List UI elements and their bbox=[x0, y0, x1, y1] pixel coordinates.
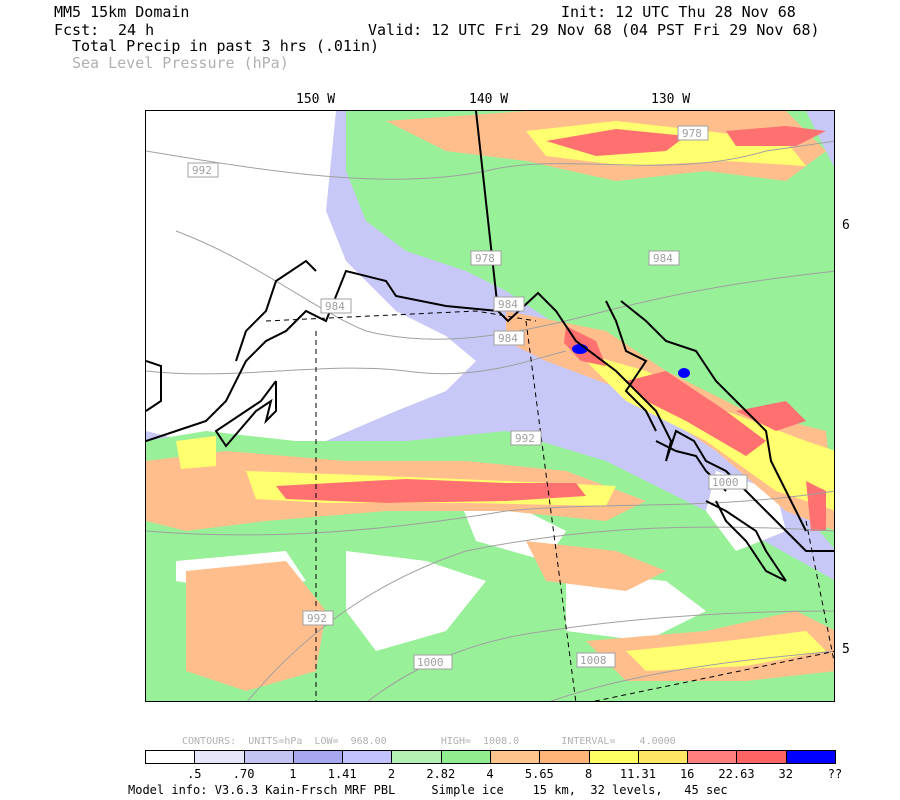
legend-swatch bbox=[687, 750, 738, 764]
legend-label: 16 bbox=[679, 767, 695, 781]
lon-label-140w: 140 W bbox=[469, 92, 509, 107]
color-legend bbox=[145, 750, 836, 764]
isobar-label: 984 bbox=[493, 296, 525, 312]
legend-label: 11.31 bbox=[619, 767, 656, 781]
isobar-label: 1008 bbox=[576, 652, 616, 668]
isobar-label: 978 bbox=[677, 125, 709, 141]
isobar-label: 978 bbox=[470, 250, 502, 266]
legend-swatch bbox=[736, 750, 787, 764]
legend-label: 22.63 bbox=[718, 767, 755, 781]
legend-label: .70 bbox=[232, 767, 255, 781]
isobar-label-text: 978 bbox=[682, 127, 702, 140]
precip-map[interactable]: 992 978 978 984 984 984 984 992 bbox=[145, 110, 835, 702]
lon-label-130w: 130 W bbox=[651, 92, 691, 107]
legend-label: 5.65 bbox=[524, 767, 554, 781]
legend-swatch bbox=[145, 750, 196, 764]
isobar-label-text: 992 bbox=[192, 164, 212, 177]
isobar-label-text: 992 bbox=[307, 612, 327, 625]
legend-label: 4 bbox=[486, 767, 494, 781]
isobar-label-text: 1000 bbox=[417, 656, 444, 669]
lat-label-50: 5 bbox=[842, 642, 850, 657]
legend-swatch bbox=[785, 750, 836, 764]
isobar-label-text: 984 bbox=[498, 332, 518, 345]
graticule bbox=[265, 310, 834, 701]
legend-label: 2.82 bbox=[426, 767, 456, 781]
isobar-label: 984 bbox=[320, 298, 352, 314]
isobar-label-group: 992 978 978 984 984 984 984 992 bbox=[187, 125, 748, 670]
legend-swatch bbox=[539, 750, 590, 764]
isobar-label-text: 984 bbox=[498, 298, 518, 311]
isobar-label-text: 984 bbox=[325, 300, 345, 313]
legend-label: 32 bbox=[778, 767, 793, 781]
lat-label-60: 6 bbox=[842, 218, 850, 233]
legend-label: 2 bbox=[387, 767, 396, 781]
isobar-label-text: 1008 bbox=[580, 654, 607, 667]
isobar-label: 1000 bbox=[708, 474, 748, 490]
isobar-label-text: 984 bbox=[653, 252, 673, 265]
field-precip: Total Precip in past 3 hrs (.01in) bbox=[72, 37, 380, 55]
isobar-label: 1000 bbox=[413, 654, 453, 670]
legend-label: 1.41 bbox=[327, 767, 357, 781]
map-canvas: 992 978 978 984 984 984 984 992 bbox=[146, 111, 834, 701]
legend-label: 8 bbox=[584, 767, 593, 781]
legend-swatch bbox=[490, 750, 541, 764]
forecast-value: 24 h bbox=[118, 21, 155, 39]
model-info: Model info: V3.6.3 Kain-Frsch MRF PBL Si… bbox=[128, 783, 728, 797]
isobar-label: 984 bbox=[648, 250, 680, 266]
isobar-label-text: 1000 bbox=[712, 476, 739, 489]
legend-swatch bbox=[391, 750, 442, 764]
isobars bbox=[146, 140, 834, 701]
legend-swatch bbox=[342, 750, 393, 764]
legend-label: 1 bbox=[289, 767, 297, 781]
lon-label-150w: 150 W bbox=[296, 92, 336, 107]
legend-swatch bbox=[243, 750, 294, 764]
legend-swatch bbox=[440, 750, 491, 764]
valid-time: Valid: 12 UTC Fri 29 Nov 68 (04 PST Fri … bbox=[368, 21, 820, 39]
field-slp: Sea Level Pressure (hPa) bbox=[72, 54, 289, 72]
forecast-label: Fcst: bbox=[54, 21, 100, 39]
legend-swatch bbox=[637, 750, 689, 764]
isobar-label-text: 992 bbox=[515, 432, 535, 445]
isobar-label: 992 bbox=[510, 430, 542, 446]
legend-label: ?? bbox=[827, 767, 843, 781]
isobar-label: 984 bbox=[493, 330, 525, 346]
isobar-label: 992 bbox=[187, 162, 219, 178]
legend-swatch bbox=[194, 750, 245, 764]
legend-label: .5 bbox=[187, 767, 202, 781]
isobar-label: 992 bbox=[302, 610, 334, 626]
legend-swatch bbox=[588, 750, 639, 764]
legend-swatch bbox=[292, 750, 344, 764]
isobar-label-text: 978 bbox=[475, 252, 495, 265]
init-time: Init: 12 UTC Thu 28 Nov 68 bbox=[561, 3, 796, 21]
contours-info: CONTOURS: UNITS=hPa LOW= 968.00 HIGH= 10… bbox=[182, 736, 676, 747]
domain-title: MM5 15km Domain bbox=[54, 3, 190, 21]
